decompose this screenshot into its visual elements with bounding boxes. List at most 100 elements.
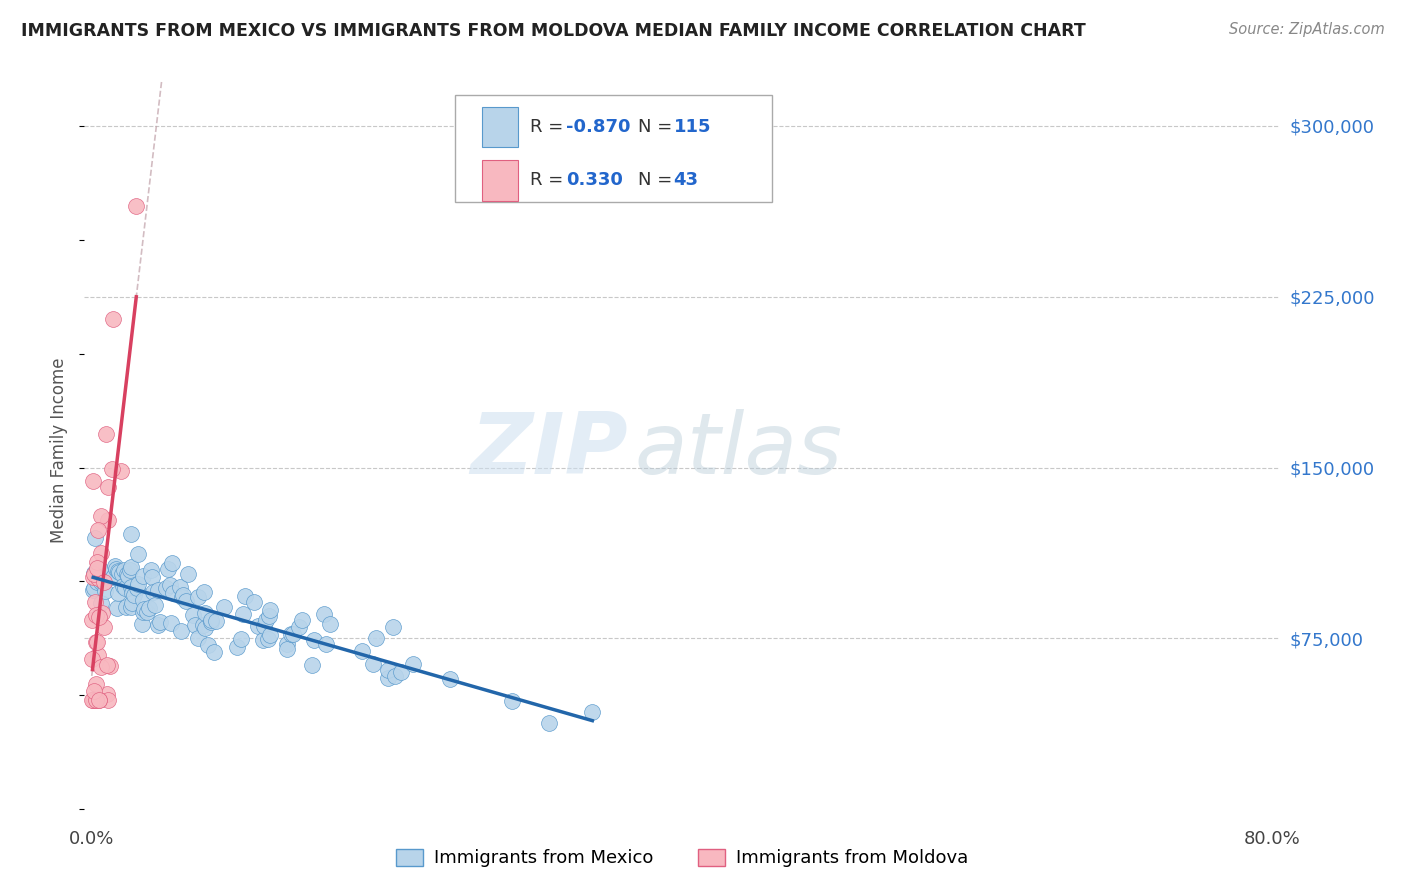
Point	[127, 547, 149, 561]
Point	[83, 693, 105, 707]
Point	[246, 619, 269, 633]
Point	[197, 638, 219, 652]
Point	[157, 562, 180, 576]
Point	[242, 595, 264, 609]
Point	[97, 480, 120, 494]
Point	[259, 628, 281, 642]
Point	[350, 644, 373, 658]
Point	[252, 633, 274, 648]
Point	[103, 570, 125, 584]
Point	[84, 531, 107, 545]
Point	[141, 563, 163, 577]
Point	[118, 564, 141, 578]
Text: ZIP: ZIP	[471, 409, 628, 492]
Text: 0.330: 0.330	[567, 171, 623, 189]
Point	[141, 570, 163, 584]
Point	[110, 464, 132, 478]
Point	[105, 562, 128, 576]
Point	[82, 693, 104, 707]
Point	[111, 566, 134, 581]
Point	[96, 426, 118, 441]
Point	[91, 607, 114, 621]
Point	[82, 651, 104, 665]
Point	[254, 613, 277, 627]
Point	[257, 632, 280, 646]
Point	[93, 575, 115, 590]
Point	[184, 617, 207, 632]
Point	[253, 619, 276, 633]
Point	[86, 634, 108, 648]
Point	[82, 693, 104, 707]
Point	[90, 509, 112, 524]
Point	[138, 601, 160, 615]
Point	[117, 566, 139, 581]
Point	[84, 565, 107, 579]
Point	[112, 580, 135, 594]
Point	[155, 581, 177, 595]
Point	[162, 585, 184, 599]
Text: 115: 115	[673, 118, 711, 136]
Point	[132, 605, 155, 619]
Point	[581, 705, 603, 719]
Point	[97, 513, 120, 527]
Point	[169, 580, 191, 594]
Text: IMMIGRANTS FROM MEXICO VS IMMIGRANTS FROM MOLDOVA MEDIAN FAMILY INCOME CORRELATI: IMMIGRANTS FROM MEXICO VS IMMIGRANTS FRO…	[21, 22, 1085, 40]
Point	[107, 565, 129, 579]
Point	[204, 614, 226, 628]
Point	[87, 610, 110, 624]
Point	[94, 584, 117, 599]
Point	[439, 673, 461, 687]
Point	[120, 580, 142, 594]
Point	[84, 635, 107, 649]
Point	[107, 586, 129, 600]
Point	[121, 586, 143, 600]
Point	[319, 617, 342, 632]
Point	[89, 596, 111, 610]
Point	[115, 599, 138, 614]
Point	[384, 669, 406, 683]
Point	[200, 613, 222, 627]
Point	[276, 637, 298, 651]
Point	[82, 583, 104, 598]
Point	[82, 613, 104, 627]
Point	[89, 562, 111, 576]
Point	[87, 523, 110, 537]
Point	[202, 645, 225, 659]
Point	[86, 555, 108, 569]
Point	[90, 574, 112, 589]
Point	[93, 620, 115, 634]
Point	[187, 631, 209, 645]
Point	[96, 687, 118, 701]
Point	[83, 581, 105, 595]
Point	[132, 568, 155, 582]
Point	[364, 631, 387, 645]
Point	[159, 578, 181, 592]
Point	[193, 585, 215, 599]
Point	[96, 657, 118, 672]
Point	[160, 556, 183, 570]
Point	[84, 693, 107, 707]
Point	[233, 589, 256, 603]
Legend: Immigrants from Mexico, Immigrants from Moldova: Immigrants from Mexico, Immigrants from …	[388, 841, 976, 874]
Point	[291, 613, 314, 627]
Point	[87, 568, 110, 582]
Point	[101, 312, 124, 326]
Y-axis label: Median Family Income: Median Family Income	[51, 358, 69, 543]
Point	[537, 715, 560, 730]
Point	[363, 657, 385, 671]
Text: atlas: atlas	[634, 409, 842, 492]
Point	[91, 574, 114, 589]
Point	[82, 474, 104, 488]
Text: N =: N =	[638, 171, 678, 189]
Point	[229, 632, 252, 647]
FancyBboxPatch shape	[456, 95, 772, 202]
Point	[127, 577, 149, 591]
Point	[194, 607, 217, 621]
Point	[101, 462, 124, 476]
Point	[377, 663, 399, 677]
Point	[98, 659, 121, 673]
Point	[283, 627, 305, 641]
Point	[276, 642, 298, 657]
Text: 43: 43	[673, 171, 699, 189]
Point	[86, 693, 108, 707]
